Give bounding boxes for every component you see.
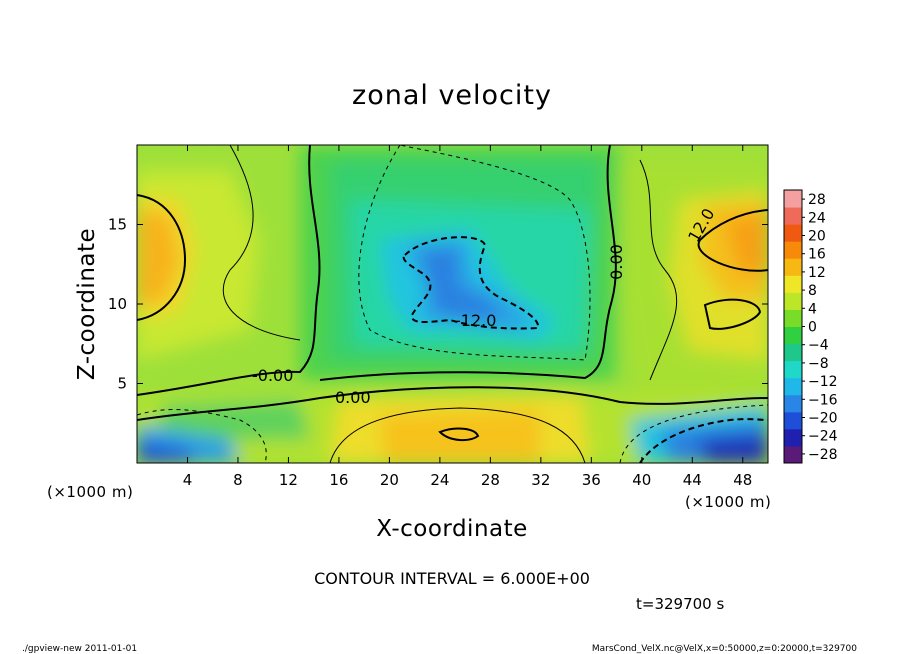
footer-right: MarsCond_VelX.nc@VelX,x=0:50000,z=0:2000… (592, 644, 857, 654)
footer-left: ./gpview-new 2011-01-01 (22, 644, 137, 654)
colorbar-swatch (784, 224, 802, 242)
colorbar-tick-label: 8 (808, 283, 817, 299)
contour-label-minus-twelve: -12.0 (455, 311, 496, 330)
contour-zero-left (137, 145, 321, 396)
colorbar-swatch (784, 428, 802, 447)
colorbar-tick-label: 4 (808, 301, 817, 317)
colorbar-tick-label: −16 (808, 392, 838, 408)
x-tick-label: 24 (430, 471, 449, 489)
colorbar-swatch (784, 292, 802, 310)
time-text: t=329700 s (636, 595, 724, 613)
y-axis-label: Z-coordinate (74, 228, 100, 380)
chart-title: zonal velocity (352, 80, 552, 111)
colorbar-tick-label: −4 (808, 338, 829, 354)
x-tick-label: 32 (531, 471, 550, 489)
colorbar-swatch (784, 377, 802, 396)
x-axis-unit-right: (×1000 m) (685, 493, 771, 511)
colorbar-tick-label: 12 (808, 265, 826, 281)
x-axis-ticks: 4 8 12 16 20 24 28 32 36 40 44 48 (183, 145, 752, 489)
colorbar-tick-label: 24 (808, 210, 826, 226)
colorbar: 28 24 20 16 12 8 4 0 −4 −8 −12 −16 −20 −24 −28 (783, 189, 838, 464)
x-tick-label: 36 (582, 471, 601, 489)
colorbar-swatch (784, 394, 802, 413)
contour-minus-six-bottom-right (619, 404, 768, 463)
colorbar-swatch (784, 411, 802, 430)
y-tick-label: 15 (108, 216, 127, 234)
contour-zero-right (319, 145, 617, 381)
x-tick-label: 20 (380, 471, 399, 489)
contour-twelve-left (137, 194, 187, 321)
x-tick-label: 40 (632, 471, 651, 489)
colorbar-tick-label: 0 (808, 320, 817, 336)
plot-area: -0.00 0.00 -12.0 0.00 12.0 4 8 12 16 20 24 28 3… (108, 144, 769, 489)
colorbar-tick-label: −28 (808, 447, 838, 463)
contour-interval-text: CONTOUR INTERVAL = 6.000E+00 (314, 569, 590, 588)
colorbar-swatch (784, 275, 802, 293)
colorbar-tick-label: 20 (808, 229, 826, 245)
contour-label-zero-mid: 0.00 (335, 388, 371, 407)
x-tick-label: 4 (183, 471, 193, 489)
colorbar-tick-label: −20 (808, 411, 838, 427)
colorbar-tick-label: −12 (808, 374, 838, 390)
colorbar-swatch (784, 190, 802, 208)
contour-minus-six (358, 145, 591, 361)
colorbar-tick-label: −8 (808, 356, 829, 372)
contour-label-neg-zero: -0.00 (252, 366, 293, 385)
x-tick-label: 12 (279, 471, 298, 489)
colorbar-swatch (784, 326, 802, 345)
contour-twelve-bottom-blob (438, 427, 480, 442)
x-tick-label: 48 (733, 471, 752, 489)
x-tick-label: 28 (481, 471, 500, 489)
contour-minus-twelve-bottom (639, 418, 768, 463)
contour-zero-bottom (137, 386, 768, 421)
colorbar-swatch (784, 445, 802, 464)
x-axis-unit-left: (×1000 m) (47, 483, 133, 501)
colorbar-tick-label: 16 (808, 247, 826, 263)
contour-six-bottom (329, 407, 586, 463)
x-tick-label: 44 (683, 471, 702, 489)
y-tick-label: 5 (117, 375, 127, 393)
colorbar-tick-label: −24 (808, 429, 838, 445)
contour-six-left (222, 145, 301, 341)
colorbar-swatch (784, 360, 802, 379)
colorbar-tick-label: 28 (808, 192, 826, 208)
y-axis-ticks: 5 10 15 (108, 216, 768, 393)
contour-lines (137, 145, 768, 463)
colorbar-swatch (784, 258, 802, 276)
velocity-field (137, 145, 768, 463)
contour-twelve-right (697, 209, 768, 272)
x-tick-label: 8 (233, 471, 243, 489)
contour-six-right (639, 159, 678, 381)
y-tick-label: 10 (108, 295, 127, 313)
contour-twelve-right-lobe (703, 298, 762, 330)
colorbar-swatch (784, 241, 802, 259)
colorbar-swatch (784, 309, 802, 327)
x-axis-label: X-coordinate (376, 516, 528, 542)
colorbar-swatch (784, 207, 802, 225)
x-tick-label: 16 (329, 471, 348, 489)
colorbar-swatch (784, 343, 802, 362)
contour-label-zero-right: 0.00 (607, 244, 626, 280)
contour-minus-twelve (402, 236, 540, 330)
contour-minus-six-bottom-left (137, 409, 267, 463)
